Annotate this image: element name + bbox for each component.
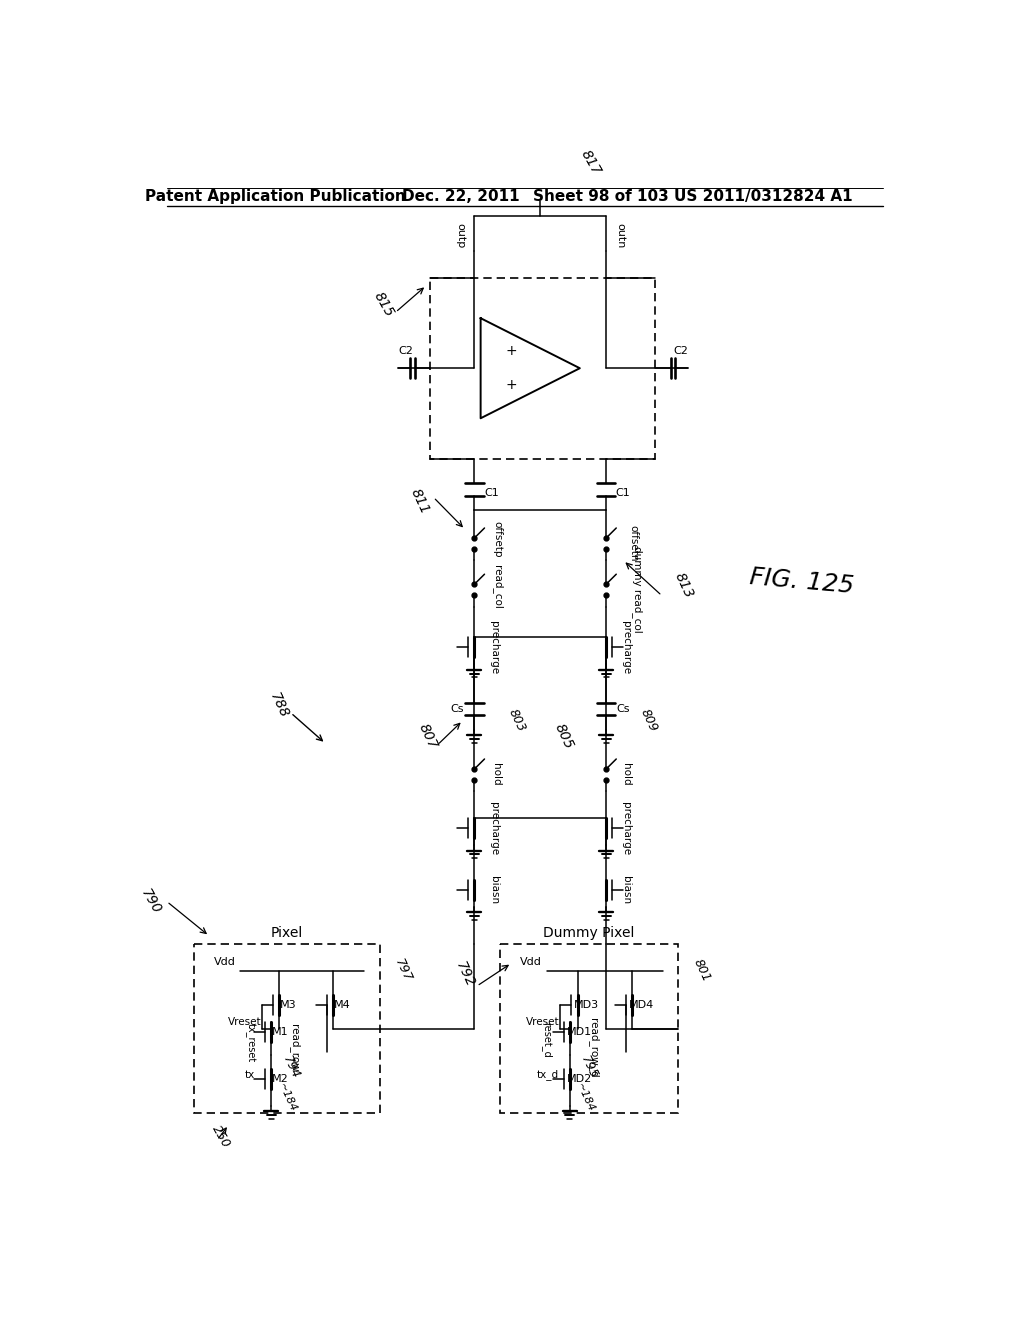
Text: 795: 795 [579,1053,600,1081]
Text: 807: 807 [416,721,440,751]
Text: M4: M4 [334,1001,351,1010]
Text: +: + [506,378,517,392]
Text: MD1: MD1 [566,1027,592,1038]
Text: hold: hold [621,763,631,785]
Text: FIG. 125: FIG. 125 [749,565,855,598]
Text: Sheet 98 of 103: Sheet 98 of 103 [532,189,669,205]
Text: 794: 794 [280,1053,302,1081]
Text: Vreset: Vreset [525,1018,559,1027]
Text: 790: 790 [138,887,164,916]
Text: MD4: MD4 [629,1001,653,1010]
Text: biasn: biasn [621,876,631,904]
Text: M3: M3 [281,1001,297,1010]
Text: tx: tx [245,1069,255,1080]
Text: biasn: biasn [488,876,499,904]
Text: 809: 809 [638,708,659,734]
Bar [194,944,380,1113]
Text: Cs: Cs [451,704,464,714]
Text: read_row: read_row [289,1024,300,1072]
Text: 250: 250 [209,1122,232,1150]
Text: US 2011/0312824 A1: US 2011/0312824 A1 [674,189,853,205]
Text: outp: outp [456,223,466,248]
Text: Dummy Pixel: Dummy Pixel [544,927,635,940]
Text: 792: 792 [454,960,477,990]
Text: 788: 788 [267,690,291,721]
Text: outn: outn [615,223,625,248]
Text: tx_d: tx_d [537,1069,559,1080]
Text: reset_d: reset_d [541,1022,552,1057]
Text: Vdd: Vdd [214,957,236,966]
Text: 815: 815 [371,289,396,319]
Text: precharge: precharge [488,801,499,855]
Text: 813: 813 [672,570,695,601]
Text: 817: 817 [578,148,603,177]
Text: Vreset: Vreset [227,1018,261,1027]
Text: C1: C1 [484,488,499,499]
Text: ~184: ~184 [275,1082,298,1114]
Text: read_row_d: read_row_d [588,1018,598,1077]
Text: ~184: ~184 [574,1082,596,1114]
Text: Dec. 22, 2011: Dec. 22, 2011 [402,189,520,205]
Text: Patent Application Publication: Patent Application Publication [144,189,406,205]
Text: M1: M1 [272,1027,289,1038]
Text: 797: 797 [392,957,414,985]
Text: read_col: read_col [493,565,503,610]
Text: C2: C2 [673,346,688,356]
Text: Cs: Cs [616,704,630,714]
Text: 811: 811 [409,486,432,516]
Text: Vdd: Vdd [520,957,542,966]
Text: tx_reset: tx_reset [245,1023,255,1063]
Bar [430,277,655,459]
Text: +: + [506,345,517,358]
Text: 803: 803 [506,708,528,734]
Bar [500,944,678,1113]
Text: C2: C2 [398,346,413,356]
Text: 805: 805 [552,721,575,751]
Text: hold: hold [492,763,501,785]
Text: 801: 801 [690,957,713,985]
Text: precharge: precharge [621,620,631,675]
Text: offsetp: offsetp [493,521,503,558]
Text: offsetn: offsetn [629,525,638,561]
Text: Pixel: Pixel [270,927,303,940]
Text: MD2: MD2 [566,1073,592,1084]
Text: precharge: precharge [621,801,631,855]
Text: precharge: precharge [488,620,499,675]
Text: MD3: MD3 [574,1001,599,1010]
Text: M2: M2 [272,1073,289,1084]
Text: C1: C1 [615,488,631,499]
Text: dummy read_col: dummy read_col [632,546,643,634]
